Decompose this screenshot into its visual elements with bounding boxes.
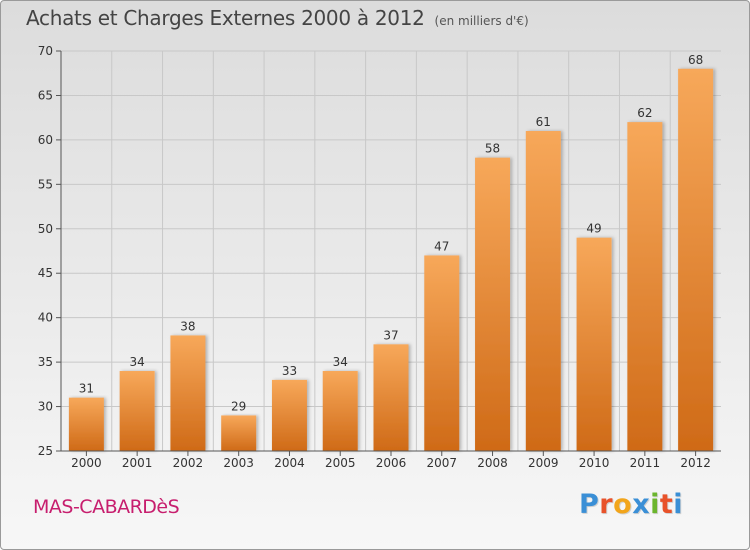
bar-2005 [322, 371, 358, 451]
y-tick-label: 50 [38, 222, 53, 236]
x-tick-label: 2006 [376, 456, 407, 470]
x-tick-label: 2010 [579, 456, 610, 470]
commune-name: MAS-CABARDèS [33, 496, 180, 518]
bar-2010 [576, 237, 612, 451]
bar-value-label: 47 [434, 239, 449, 253]
bar-2011 [627, 122, 663, 451]
x-tick-label: 2011 [630, 456, 661, 470]
bar-value-label: 34 [333, 355, 348, 369]
bar-2004 [271, 379, 307, 451]
bar-value-label: 58 [485, 142, 500, 156]
logo-letter: i [650, 489, 660, 520]
x-tick-label: 2004 [274, 456, 305, 470]
bar-value-label: 29 [231, 399, 246, 413]
y-tick-label: 40 [38, 311, 53, 325]
logo-letter: r [599, 489, 614, 520]
y-tick-label: 35 [38, 355, 53, 369]
logo-letter: o [613, 489, 633, 520]
chart-subtitle: (en milliers d'€) [434, 14, 529, 28]
logo-letter: t [659, 489, 674, 520]
x-tick-label: 2012 [680, 456, 711, 470]
bar-2012 [678, 68, 714, 452]
bar-value-label: 62 [637, 106, 652, 120]
bar-2008 [475, 157, 511, 451]
x-tick-label: 2000 [71, 456, 102, 470]
bar-value-label: 37 [383, 328, 398, 342]
bar-value-label: 34 [130, 355, 145, 369]
axes: 25 30 35 40 45 50 55 60 65 70 2000 2001 2002 2003 2004… [38, 44, 721, 470]
x-tick-label: 2003 [223, 456, 254, 470]
y-tick-label: 60 [38, 133, 53, 147]
y-tick-label: 25 [38, 444, 53, 458]
bar-value-label: 33 [282, 364, 297, 378]
bar-2007 [424, 255, 460, 451]
bar-2000 [68, 397, 104, 451]
x-tick-label: 2007 [426, 456, 457, 470]
bar-value-label: 49 [586, 222, 601, 236]
y-tick-label: 65 [38, 88, 53, 102]
x-tick-label: 2002 [173, 456, 204, 470]
logo-letter: i [673, 489, 684, 520]
y-tick-label: 55 [38, 177, 53, 191]
y-tick-label: 30 [38, 400, 53, 414]
proxiti-logo: Proxiti [579, 489, 683, 520]
bar-2009 [525, 131, 561, 451]
x-tick-label: 2008 [477, 456, 508, 470]
bar-2006 [373, 344, 409, 451]
logo-letter: P [579, 489, 600, 520]
logo-letter: x [632, 489, 651, 520]
bar-value-label: 38 [180, 319, 195, 333]
y-tick-label: 70 [38, 44, 53, 58]
bars: 31 34 38 29 33 34 37 47 58 61 49 62 68 [68, 53, 714, 452]
x-tick-label: 2001 [122, 456, 153, 470]
bar-value-label: 31 [79, 382, 94, 396]
x-tick-label: 2009 [528, 456, 559, 470]
chart-title: Achats et Charges Externes 2000 à 2012 (e… [26, 6, 529, 30]
bar-2001 [119, 371, 155, 451]
chart-title-text: Achats et Charges Externes 2000 à 2012 [26, 6, 425, 30]
x-tick-label: 2005 [325, 456, 356, 470]
bar-value-label: 61 [536, 115, 551, 129]
bar-value-label: 68 [688, 53, 703, 67]
y-tick-label: 45 [38, 266, 53, 280]
bar-2003 [221, 415, 257, 451]
bar-2002 [170, 335, 206, 451]
